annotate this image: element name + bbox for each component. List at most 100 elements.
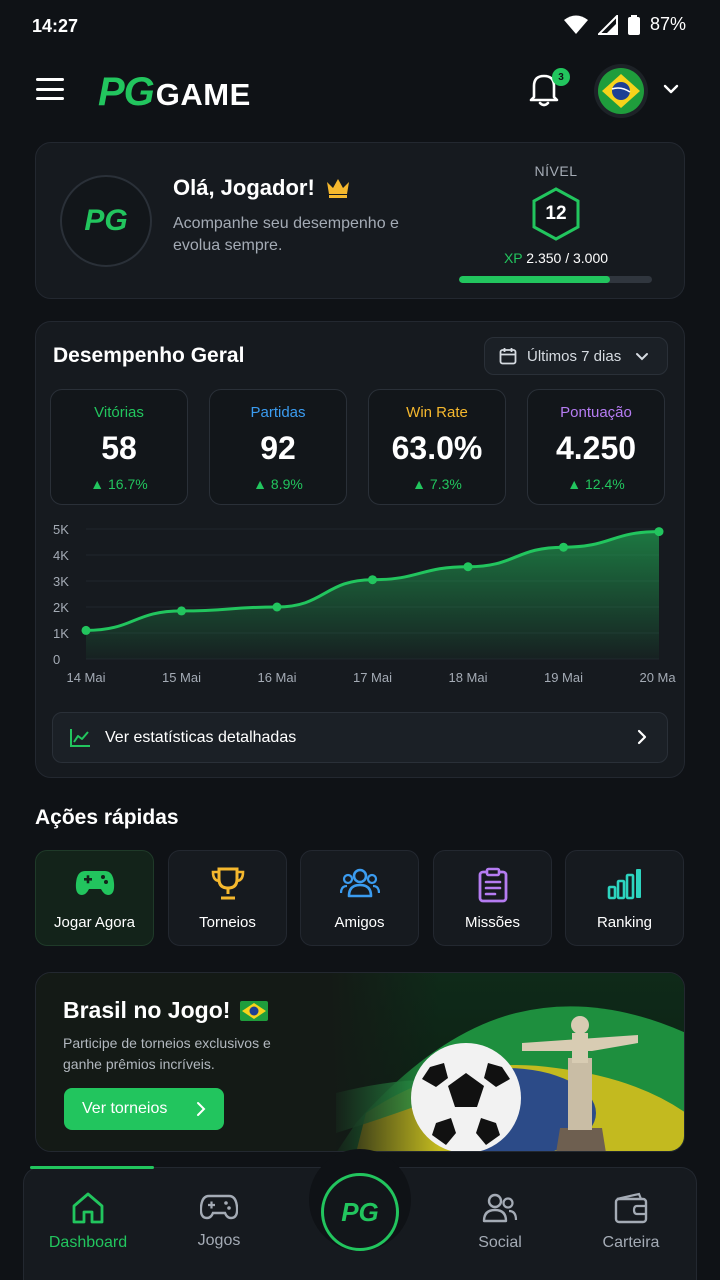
nav-item-dashboard[interactable]: Dashboard <box>28 1192 148 1262</box>
chevron-right-icon <box>637 729 647 745</box>
greeting-text: Olá, Jogador! <box>173 175 315 200</box>
stat-tile-win-rate[interactable]: Win Rate 63.0% ▲ 7.3% <box>368 389 506 505</box>
detailed-stats-label: Ver estatísticas detalhadas <box>105 728 297 746</box>
date-range-label: Últimos 7 dias <box>527 347 622 365</box>
chart-point <box>463 562 473 572</box>
performance-chart: 0 1K 2K 3K 4K 5K 14 Mai 15 Mai 16 Mai 17 Mai 18 Ma… <box>51 517 679 692</box>
nav-label: Carteira <box>602 1234 660 1251</box>
stat-tile-vitorias[interactable]: Vitórias 58 ▲ 16.7% <box>50 389 188 505</box>
quick-actions-title: Ações rápidas <box>35 806 179 829</box>
nav-label: Dashboard <box>48 1234 128 1251</box>
quick-icon-wrap <box>434 867 551 903</box>
x-tick-label: 20 Mai <box>639 670 676 685</box>
performance-title: Desempenho Geral <box>53 344 245 367</box>
battery-percent: 87% <box>649 14 686 34</box>
nav-icon-wrap <box>159 1192 279 1222</box>
stat-change: ▲ 12.4% <box>567 476 625 492</box>
notification-badge: 3 <box>552 68 570 86</box>
y-tick-label: 0 <box>53 652 60 667</box>
quick-icon-wrap <box>566 867 683 901</box>
logo-game: GAME <box>155 77 251 112</box>
soccer-ball-icon <box>411 1043 521 1151</box>
app-logo[interactable]: PG GAME <box>98 70 251 115</box>
avatar-flag[interactable] <box>594 64 648 118</box>
chevron-down-icon[interactable] <box>662 80 680 98</box>
promo-title-text: Brasil no Jogo! <box>63 997 231 1023</box>
nav-label: Jogos <box>197 1232 241 1249</box>
x-tick-label: 18 Mai <box>448 670 487 685</box>
date-range-select[interactable]: Últimos 7 dias <box>484 337 668 375</box>
menu-line <box>36 78 64 81</box>
performance-chart-svg: 0 1K 2K 3K 4K 5K 14 Mai 15 Mai 16 Mai 17 Mai 18 Ma… <box>53 522 679 685</box>
quick-icon-wrap <box>301 867 418 899</box>
nav-icon-wrap <box>571 1192 691 1224</box>
xp-progress-bar <box>459 276 652 283</box>
chart-line-icon <box>70 728 90 747</box>
nav-icon-wrap <box>28 1192 148 1224</box>
promo-banner[interactable]: Brasil no Jogo! Participe de torneios ex… <box>35 972 685 1152</box>
profile-logo: PG <box>60 175 152 267</box>
status-time: 14:27 <box>32 16 79 36</box>
nav-item-jogos[interactable]: Jogos <box>159 1192 279 1262</box>
bell-icon <box>529 74 559 107</box>
detailed-stats-link[interactable]: Ver estatísticas detalhadas <box>52 712 668 763</box>
y-tick-label: 1K <box>53 626 69 641</box>
x-tick-label: 15 Mai <box>162 670 201 685</box>
nav-item-carteira[interactable]: Carteira <box>571 1192 691 1262</box>
chevron-right-icon <box>197 1102 206 1116</box>
menu-line <box>36 97 64 100</box>
promo-subtitle: Participe de torneios exclusivos e ganhe… <box>63 1035 271 1072</box>
chart-point <box>559 542 568 552</box>
profile-card: PG Olá, Jogador! Acompanhe seu desempenh… <box>35 142 685 299</box>
profile-subtitle: Acompanhe seu desempenho e evolua sempre… <box>173 215 399 254</box>
crown-icon <box>326 179 349 198</box>
status-bar: 14:27 87% <box>0 0 720 52</box>
quick-action-torneios[interactable]: Torneios <box>168 850 287 946</box>
calendar-icon <box>499 348 517 365</box>
stat-value: 4.250 <box>555 430 637 466</box>
y-tick-label: 2K <box>53 600 69 615</box>
level-label: NÍVEL <box>534 163 578 179</box>
stat-change: ▲ 16.7% <box>90 476 148 492</box>
chart-point <box>368 575 377 585</box>
x-tick-label: 16 Mai <box>257 670 296 685</box>
chart-point <box>272 602 282 612</box>
stat-change-value: 8.9% <box>270 476 303 492</box>
quick-action-label: Torneios <box>199 914 256 931</box>
stat-label: Pontuação <box>560 404 632 421</box>
profile-greeting: Olá, Jogador! <box>173 175 351 201</box>
nav-active-indicator <box>30 1166 154 1169</box>
users-icon <box>482 1193 518 1223</box>
quick-action-jogar-agora[interactable]: Jogar Agora <box>35 850 154 946</box>
x-tick-label: 17 Mai <box>353 670 392 685</box>
stat-change: ▲ 8.9% <box>253 476 303 492</box>
home-icon <box>72 1192 104 1224</box>
stat-value: 58 <box>101 430 137 466</box>
quick-action-ranking[interactable]: Ranking <box>565 850 684 946</box>
quick-action-label: Ranking <box>596 914 653 931</box>
stat-change-value: 16.7% <box>108 476 148 492</box>
clipboard-icon <box>478 867 507 903</box>
promo-illustration <box>36 973 684 1151</box>
quick-action-label: Jogar Agora <box>54 914 135 931</box>
nav-icon-wrap <box>440 1192 560 1224</box>
quick-action-missoes[interactable]: Missões <box>433 850 552 946</box>
view-tournaments-button[interactable]: Ver torneios <box>64 1088 224 1130</box>
nav-center-pg-button[interactable]: PG <box>321 1173 399 1251</box>
quick-action-amigos[interactable]: Amigos <box>300 850 419 946</box>
quick-icon-wrap <box>169 867 286 901</box>
brazil-flag-icon <box>598 68 644 114</box>
stat-change: ▲ 7.3% <box>412 476 462 492</box>
notifications-button[interactable]: 3 <box>526 68 570 110</box>
ranking-icon <box>607 869 641 900</box>
nav-item-social[interactable]: Social <box>440 1192 560 1262</box>
stat-tile-partidas[interactable]: Partidas 92 ▲ 8.9% <box>209 389 347 505</box>
christ-statue <box>522 1016 638 1151</box>
stat-label: Partidas <box>250 404 306 421</box>
stat-label: Win Rate <box>406 404 468 421</box>
promo-title: Brasil no Jogo! <box>63 997 269 1024</box>
menu-button[interactable] <box>36 78 64 100</box>
x-tick-label: 19 Mai <box>544 670 583 685</box>
logo-pg: PG <box>98 70 155 114</box>
stat-tile-pontuacao[interactable]: Pontuação 4.250 ▲ 12.4% <box>527 389 665 505</box>
